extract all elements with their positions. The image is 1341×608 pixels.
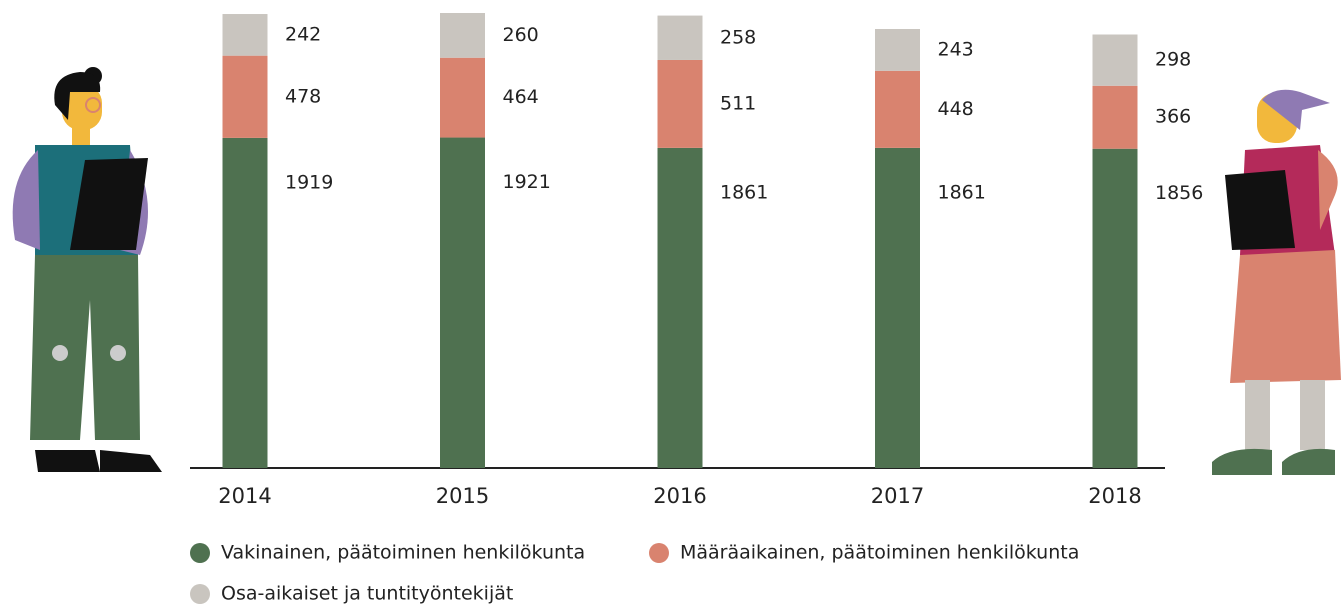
- data-label: 260: [503, 24, 539, 46]
- legend-marker: [190, 543, 210, 563]
- legend-marker: [649, 543, 669, 563]
- x-tick-label: 2015: [436, 484, 489, 508]
- x-tick-label: 2018: [1088, 484, 1141, 508]
- data-label: 298: [1155, 49, 1191, 71]
- bar-segment: [223, 56, 268, 138]
- data-label: 243: [938, 38, 974, 60]
- data-label: 1861: [720, 181, 768, 203]
- bar-segment: [440, 58, 485, 138]
- data-label: 1861: [938, 181, 986, 203]
- illustration-right: [1212, 90, 1341, 475]
- x-tick-label: 2016: [653, 484, 706, 508]
- legend-label: Osa-aikaiset ja tuntityöntekijät: [221, 583, 513, 605]
- data-label: 1856: [1155, 182, 1203, 204]
- bar-segment: [658, 16, 703, 60]
- data-label: 464: [503, 86, 539, 108]
- x-tick-label: 2017: [871, 484, 924, 508]
- data-label: 258: [720, 26, 756, 48]
- chart: 1919 478 242 2014 1921 464 260 2015 1861 511 258 20…: [0, 0, 1341, 604]
- data-label: 448: [938, 98, 974, 120]
- legend-label: Määräaikainen, päätoiminen henkilökunta: [680, 542, 1079, 564]
- bar-segment: [658, 60, 703, 148]
- bar-segment: [875, 148, 920, 468]
- legend-label: Vakinainen, päätoiminen henkilökunta: [221, 542, 585, 564]
- data-label: 1919: [285, 171, 333, 193]
- x-tick-label: 2014: [218, 484, 271, 508]
- bar-segment: [440, 138, 485, 468]
- data-label: 478: [285, 85, 321, 107]
- bar-segment: [658, 148, 703, 468]
- data-label: 366: [1155, 106, 1191, 128]
- bar-segment: [223, 14, 268, 56]
- illustration-left: [13, 67, 162, 472]
- bar-segment: [1093, 35, 1138, 86]
- bar-segment: [875, 29, 920, 71]
- data-label: 1921: [503, 171, 551, 193]
- bar-segment: [223, 138, 268, 468]
- data-label: 511: [720, 92, 756, 114]
- bar-segment: [875, 71, 920, 148]
- data-label: 242: [285, 23, 321, 45]
- bar-segment: [1093, 149, 1138, 468]
- bar-segment: [1093, 86, 1138, 149]
- bar-segment: [440, 13, 485, 58]
- legend-marker: [190, 584, 210, 604]
